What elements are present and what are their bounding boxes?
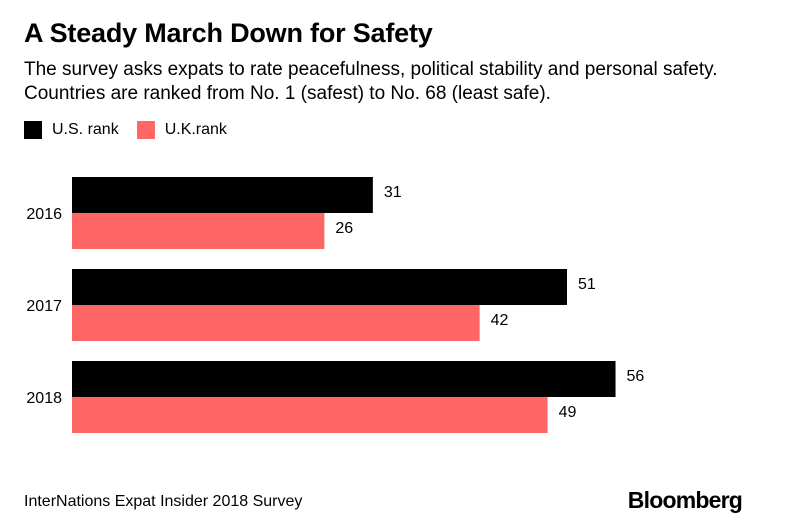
- value-label-uk-2016: 26: [335, 220, 353, 237]
- legend-label-us: U.S. rank: [52, 121, 119, 138]
- bar-us-2017: [72, 269, 567, 305]
- value-label-uk-2017: 42: [491, 312, 509, 329]
- legend-swatch-uk: [136, 121, 155, 139]
- legend-swatch-us: [24, 121, 42, 139]
- legend: U.S. rank U.K.rank: [24, 120, 245, 140]
- legend-label-uk: U.K.rank: [164, 121, 227, 138]
- bloomberg-logo: Bloomberg: [627, 487, 743, 513]
- tick-label-2016: 2016: [26, 206, 62, 223]
- value-label-uk-2018: 49: [559, 404, 577, 421]
- chart-subtitle: The survey asks expats to rate peacefuln…: [24, 59, 718, 104]
- bar-uk-2018: [72, 397, 548, 433]
- chart-title: A Steady March Down for Safety: [24, 18, 433, 48]
- bar-us-2018: [72, 361, 616, 397]
- bar-us-2016: [72, 177, 373, 213]
- legend-item-us: U.S. rank: [24, 121, 119, 139]
- source-note: InterNations Expat Insider 2018 Survey: [24, 493, 303, 510]
- legend-item-uk: U.K.rank: [136, 121, 227, 139]
- tick-label-2018: 2018: [26, 390, 62, 407]
- value-label-us-2018: 56: [627, 368, 645, 385]
- value-label-us-2016: 31: [384, 184, 402, 201]
- bar-uk-2017: [72, 305, 480, 341]
- bar-uk-2016: [72, 213, 325, 249]
- tick-label-2017: 2017: [26, 298, 62, 315]
- value-label-us-2017: 51: [578, 276, 596, 293]
